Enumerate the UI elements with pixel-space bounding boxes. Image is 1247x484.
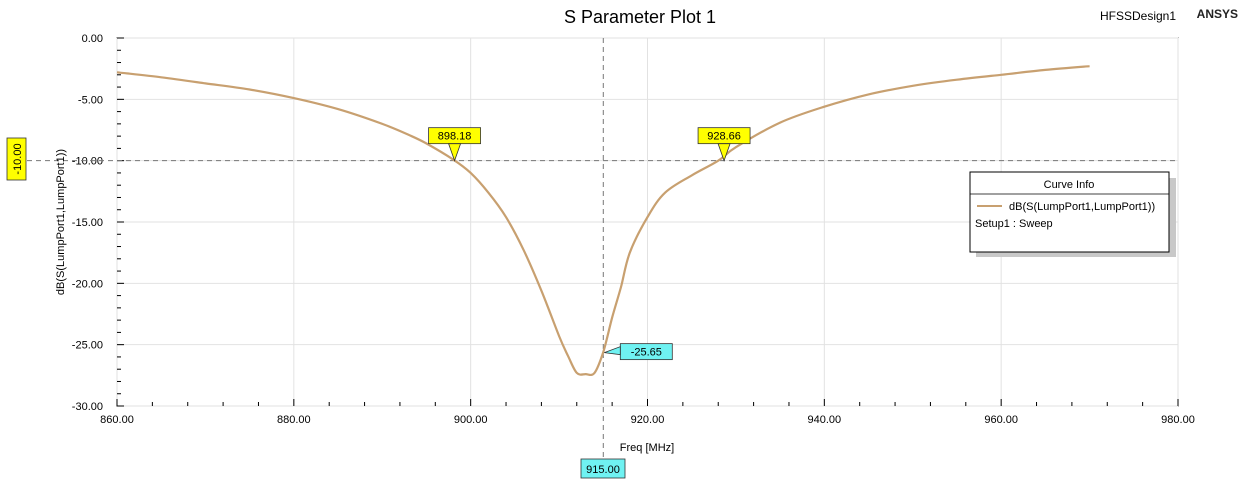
crosshair-x-readout[interactable]: 915.00 [580, 458, 626, 479]
marker-pointer [717, 143, 731, 162]
legend-box[interactable]: Curve Info dB(S(LumpPort1,LumpPort1)) Se… [969, 171, 1176, 257]
x-tick-label-4: 940.00 [808, 414, 842, 426]
crosshair-y-box [6, 137, 27, 181]
crosshair-x-value: 915.00 [586, 464, 620, 476]
brand-logo-text: ANSYS [1197, 7, 1238, 21]
legend-panel [969, 171, 1170, 253]
y-tick-label-2: -10.00 [72, 156, 103, 168]
x-tick-label-6: 980.00 [1161, 414, 1195, 426]
legend-title: Curve Info [1044, 179, 1095, 191]
y-tick-label-6: -30.00 [72, 401, 103, 413]
x-axis-label: Freq [MHz] [620, 442, 674, 454]
marker-value: -25.65 [631, 347, 662, 359]
y-tick-label-0: 0.00 [82, 33, 103, 45]
marker-0[interactable]: 898.18 [428, 127, 481, 162]
marker-pointer [448, 143, 462, 162]
crosshair-lines[interactable] [27, 38, 1178, 458]
y-tick-label-3: -15.00 [72, 217, 103, 229]
design-name: HFSSDesign1 [1100, 9, 1176, 23]
y-tick-labels: 0.00 -5.00 -10.00 -15.00 -20.00 -25.00 -30.00 [72, 33, 103, 413]
crosshair-x-box [580, 458, 626, 479]
series-line-s11[interactable] [116, 65, 1090, 377]
chart-title: S Parameter Plot 1 [564, 7, 716, 27]
legend-setup-label: Setup1 : Sweep [975, 218, 1053, 230]
marker-1[interactable]: 928.66 [697, 127, 751, 162]
crosshair-y-readout[interactable]: -10.00 [6, 137, 27, 181]
x-tick-label-1: 880.00 [277, 414, 311, 426]
crosshair-y-value: -10.00 [12, 143, 24, 174]
markers-layer: 898.18 928.66 -25.65 [428, 127, 751, 361]
x-tick-label-2: 900.00 [454, 414, 488, 426]
marker-value: 898.18 [438, 131, 472, 143]
x-tick-label-3: 920.00 [631, 414, 665, 426]
y-axis-label: dB(S(LumpPort1,LumpPort1)) [55, 149, 67, 295]
x-tick-labels: 860.00 880.00 900.00 920.00 940.00 960.00 980.… [100, 414, 1195, 426]
marker-pointer [604, 346, 621, 356]
x-tick-label-0: 860.00 [100, 414, 134, 426]
x-minor-ticks [116, 399, 1179, 406]
y-tick-label-5: -25.00 [72, 340, 103, 352]
x-tick-label-5: 960.00 [984, 414, 1018, 426]
marker-2[interactable]: -25.65 [604, 343, 673, 361]
marker-value: 928.66 [707, 131, 741, 143]
y-tick-label-4: -20.00 [72, 278, 103, 290]
legend-series-label: dB(S(LumpPort1,LumpPort1)) [1009, 201, 1155, 213]
y-tick-label-1: -5.00 [78, 94, 103, 106]
